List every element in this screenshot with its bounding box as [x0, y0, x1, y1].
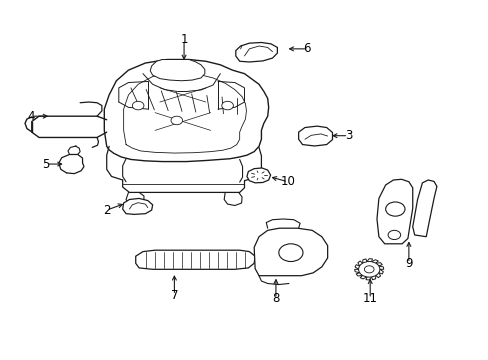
Text: 11: 11	[362, 292, 377, 305]
Circle shape	[358, 261, 379, 277]
Text: 10: 10	[280, 175, 295, 188]
Text: 3: 3	[344, 129, 351, 142]
Circle shape	[364, 266, 373, 273]
Polygon shape	[235, 42, 277, 62]
Text: 6: 6	[303, 42, 310, 55]
Circle shape	[222, 101, 233, 110]
Polygon shape	[376, 179, 412, 244]
Polygon shape	[122, 198, 152, 215]
Polygon shape	[254, 228, 327, 276]
Polygon shape	[136, 250, 255, 269]
Text: 2: 2	[103, 204, 110, 217]
Text: 9: 9	[404, 257, 412, 270]
Text: 8: 8	[272, 292, 279, 305]
Polygon shape	[298, 126, 332, 146]
Text: 5: 5	[42, 158, 50, 171]
Polygon shape	[150, 59, 204, 81]
Text: 1: 1	[180, 33, 187, 46]
Circle shape	[385, 202, 404, 216]
Polygon shape	[104, 59, 268, 162]
Text: 4: 4	[27, 110, 35, 123]
Circle shape	[132, 101, 143, 110]
Circle shape	[278, 244, 303, 261]
Circle shape	[387, 230, 400, 239]
Polygon shape	[412, 180, 436, 237]
Polygon shape	[246, 168, 270, 183]
Text: 7: 7	[170, 289, 178, 302]
Circle shape	[171, 116, 182, 125]
